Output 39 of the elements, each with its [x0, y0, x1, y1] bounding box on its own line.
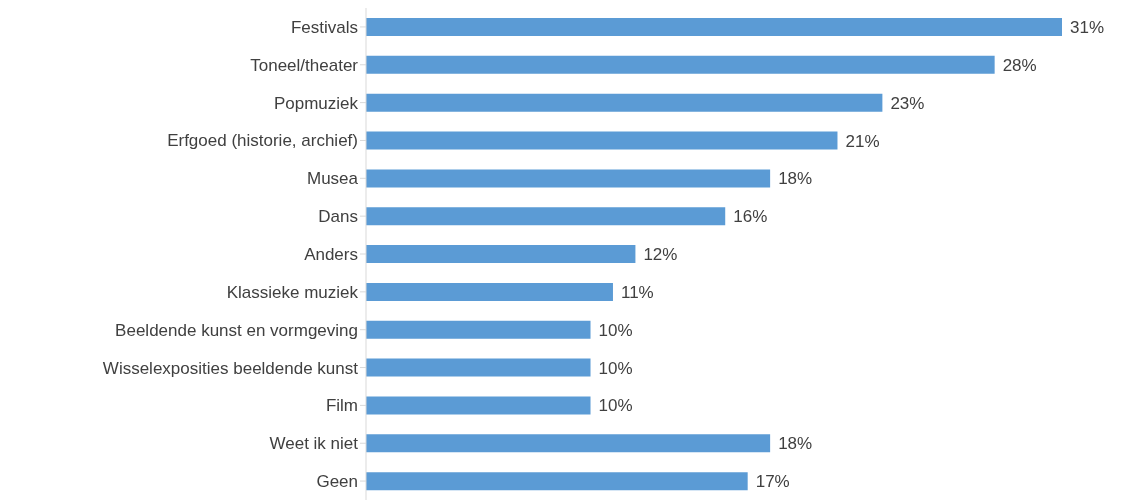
bar	[366, 434, 771, 453]
y-tick-label: Festivals	[290, 17, 358, 37]
data-label: 10%	[598, 358, 633, 378]
data-label: 18%	[778, 434, 813, 454]
data-label: 12%	[643, 245, 678, 265]
data-label: 10%	[598, 396, 633, 416]
y-tick-label: Popmuziek	[273, 93, 359, 113]
bar	[366, 207, 726, 226]
bar	[366, 396, 591, 415]
y-tick-label: Geen	[316, 472, 358, 492]
y-tick-label: Film	[325, 396, 358, 416]
bar	[366, 245, 636, 264]
bar	[366, 18, 1062, 36]
y-tick-label: Weet ik niet	[269, 434, 359, 454]
bar	[366, 358, 591, 377]
bar	[366, 93, 883, 112]
bar	[366, 169, 771, 188]
data-label: 16%	[733, 207, 768, 227]
y-tick-label: Wisselexposities beeldende kunst	[102, 358, 359, 378]
data-label: 18%	[778, 169, 813, 189]
data-label: 23%	[890, 93, 925, 113]
bar	[366, 55, 995, 74]
data-label: 10%	[598, 320, 633, 340]
y-tick-label: Erfgoed (historie, archief)	[167, 131, 358, 151]
data-label: 17%	[755, 472, 790, 492]
y-tick-label: Toneel/theater	[250, 55, 359, 75]
bar	[366, 320, 591, 339]
data-label: 31%	[1070, 18, 1105, 38]
data-label: 28%	[1002, 55, 1037, 75]
data-label: 11%	[620, 282, 654, 302]
bar	[366, 131, 838, 150]
bar	[366, 472, 748, 491]
y-tick-label: Klassieke muziek	[226, 282, 359, 302]
y-tick-label: Musea	[306, 169, 359, 189]
bar	[366, 282, 613, 301]
y-tick-label: Beeldende kunst en vormgeving	[115, 320, 358, 340]
y-tick-label: Dans	[318, 207, 358, 227]
data-label: 21%	[845, 131, 880, 151]
y-tick-label: Anders	[304, 245, 358, 265]
